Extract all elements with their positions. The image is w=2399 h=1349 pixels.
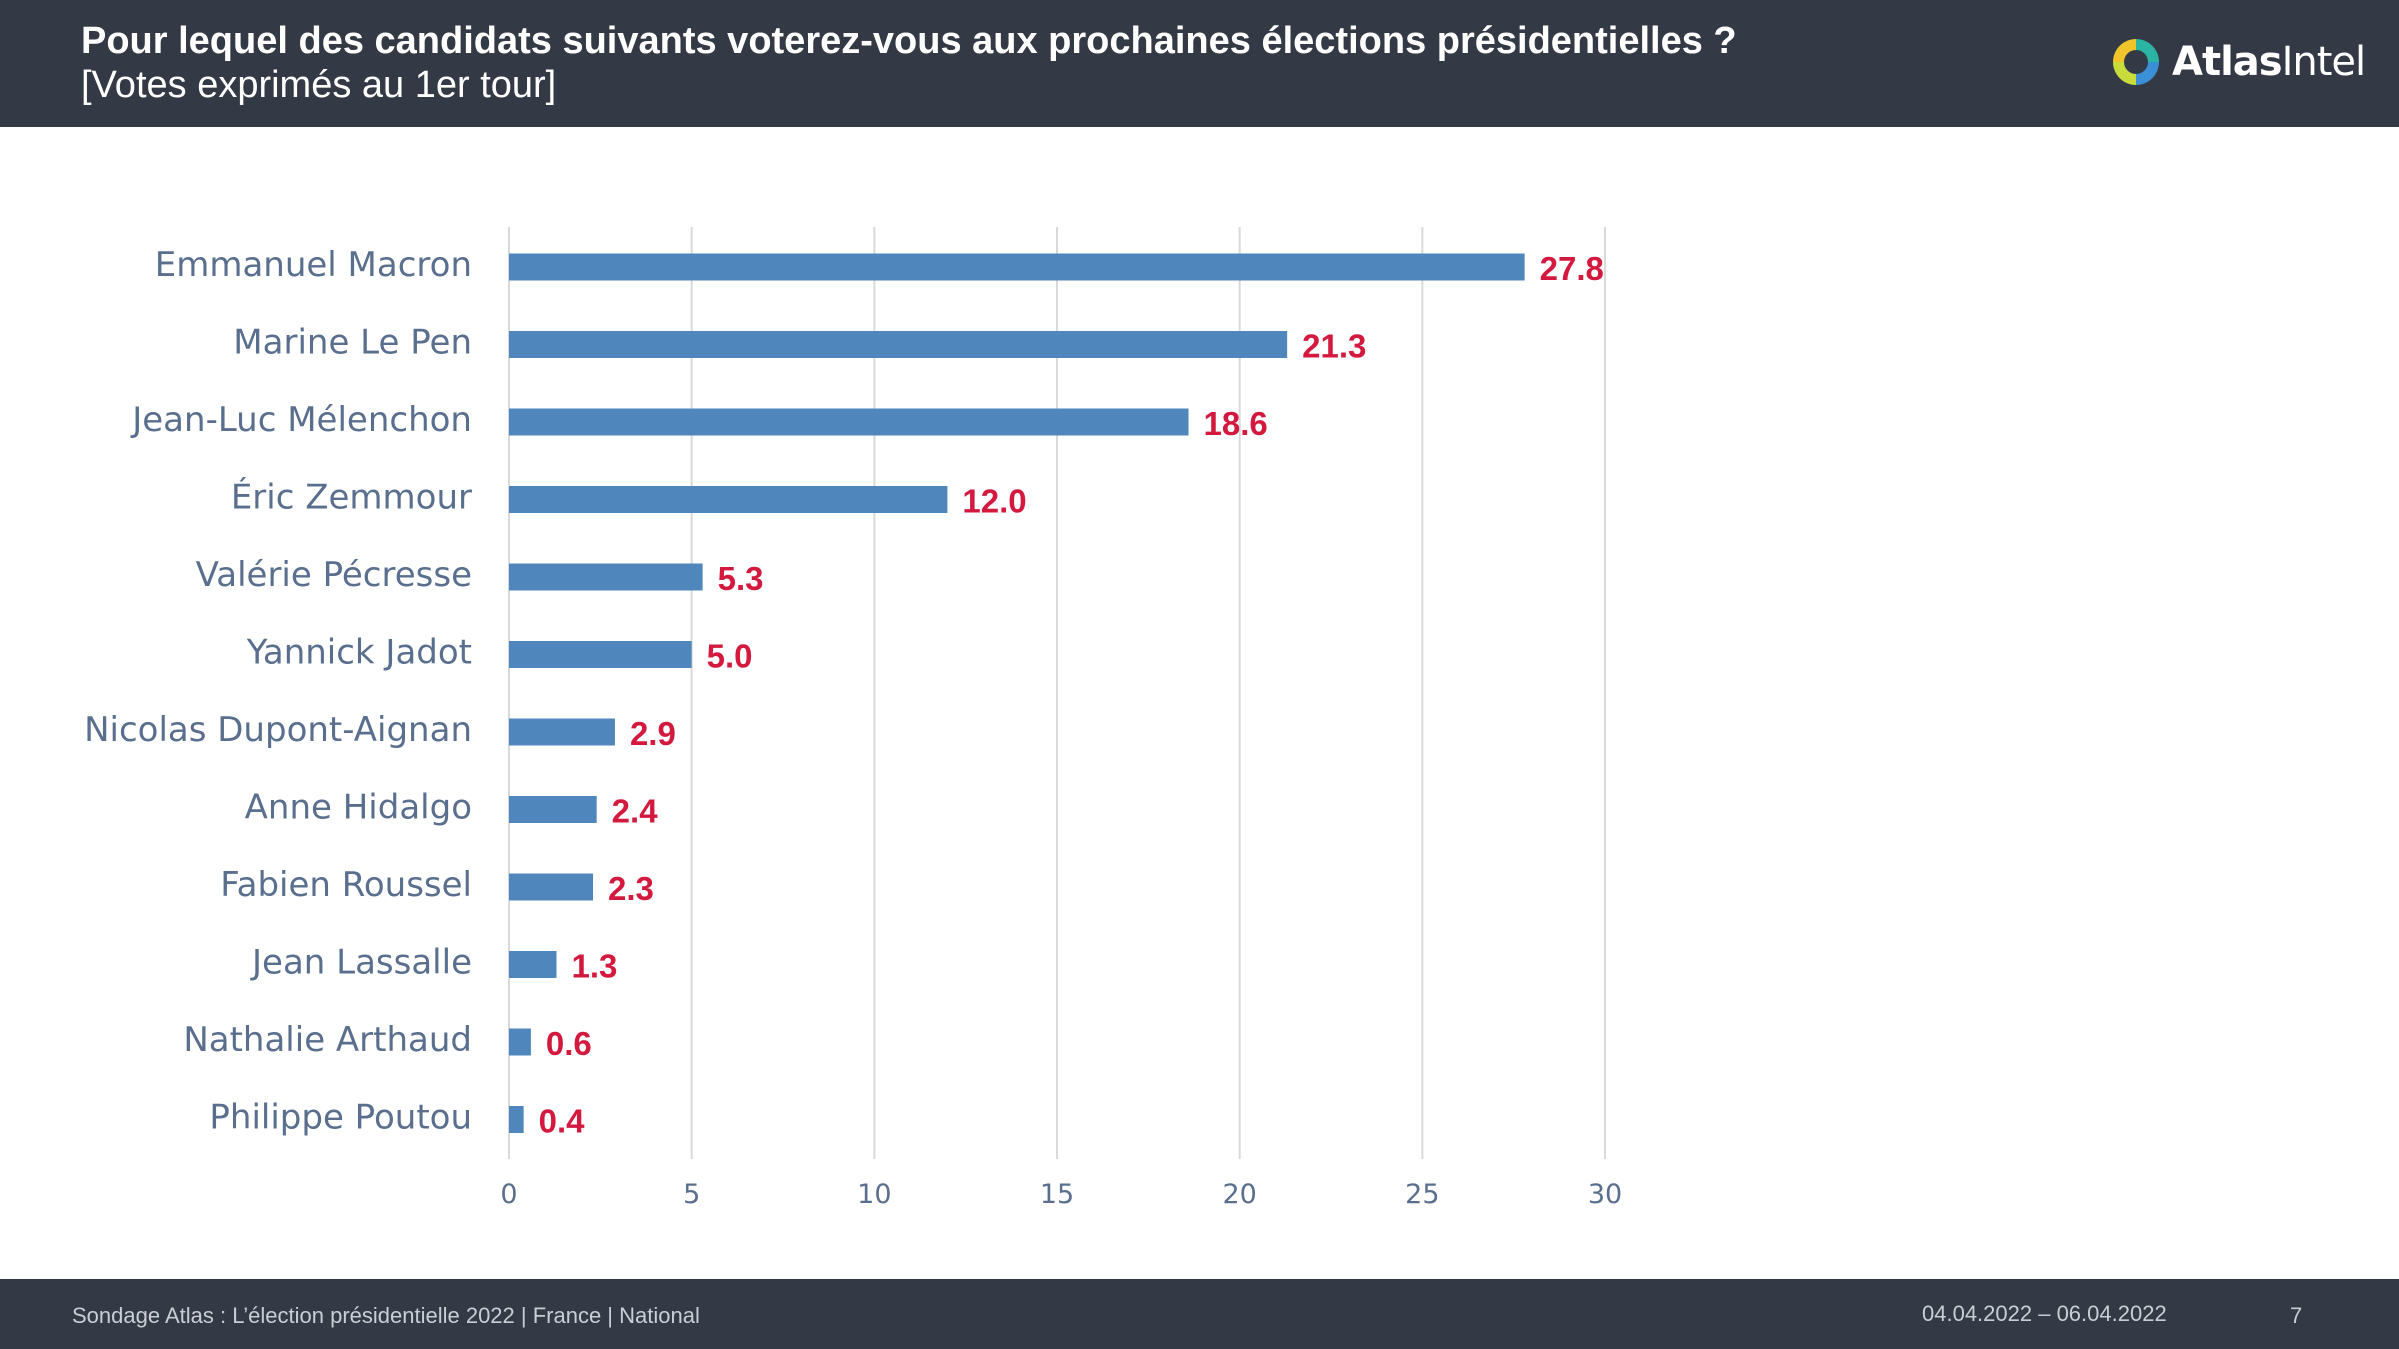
bar (509, 718, 615, 746)
bar (509, 253, 1525, 281)
logo-wordmark: AtlasIntel (2172, 39, 2366, 85)
footer-bar: Sondage Atlas : L’élection présidentiell… (0, 1279, 2399, 1349)
x-tick-label: 0 (500, 1179, 517, 1210)
category-label: Jean-Luc Mélenchon (130, 400, 472, 440)
value-label: 2.3 (608, 870, 654, 907)
value-label: 0.4 (539, 1103, 586, 1140)
header-bar: Pour lequel des candidats suivants voter… (0, 0, 2399, 127)
bar (509, 563, 703, 591)
bar (509, 796, 597, 823)
bar (509, 951, 557, 978)
footer-dates: 04.04.2022 – 06.04.2022 (1922, 1301, 2167, 1326)
value-label: 1.3 (571, 948, 617, 985)
value-label: 21.3 (1302, 328, 1366, 365)
category-label: Emmanuel Macron (155, 245, 472, 285)
x-tick-label: 20 (1222, 1179, 1256, 1210)
value-label: 2.4 (612, 793, 659, 830)
category-label: Nathalie Arthaud (183, 1020, 472, 1060)
x-tick-label: 10 (857, 1179, 891, 1210)
bar (509, 873, 594, 901)
atlasintel-logo: AtlasIntel (2110, 34, 2366, 90)
bar (509, 331, 1288, 358)
bar-chart: 0 5 10 15 20 25 30 Emmanuel Macron 27.8 Marine Le… (84, 227, 1622, 1210)
value-label: 12.0 (962, 483, 1026, 520)
bar (509, 1028, 531, 1056)
category-label: Valérie Pécresse (196, 555, 472, 595)
value-label: 27.8 (1540, 250, 1604, 287)
value-label: 2.9 (630, 715, 676, 752)
footer-source: Sondage Atlas : L’élection présidentiell… (72, 1303, 700, 1328)
bar (509, 486, 948, 513)
page-subtitle: [Votes exprimés au 1er tour] (81, 64, 557, 106)
value-label: 5.0 (707, 638, 753, 675)
bar (509, 408, 1189, 436)
category-label: Nicolas Dupont-Aignan (84, 710, 472, 750)
x-tick-label: 30 (1588, 1179, 1622, 1210)
bar (509, 1106, 524, 1133)
category-label: Anne Hidalgo (245, 788, 472, 828)
value-label: 5.3 (718, 560, 764, 597)
category-label: Fabien Roussel (220, 865, 472, 905)
x-tick-label: 5 (683, 1179, 700, 1210)
category-label: Yannick Jadot (246, 633, 472, 673)
atlasintel-logo-icon (2113, 39, 2159, 85)
bar (509, 641, 692, 668)
category-label: Marine Le Pen (233, 323, 472, 363)
value-label: 18.6 (1204, 405, 1268, 442)
page-number: 7 (2290, 1303, 2303, 1328)
category-label: Éric Zemmour (231, 477, 472, 518)
x-tick-label: 25 (1405, 1179, 1439, 1210)
x-tick-label: 15 (1040, 1179, 1074, 1210)
page-title: Pour lequel des candidats suivants voter… (81, 20, 1737, 62)
value-label: 0.6 (546, 1025, 592, 1062)
category-label: Philippe Poutou (209, 1098, 472, 1138)
category-label: Jean Lassalle (250, 943, 472, 983)
